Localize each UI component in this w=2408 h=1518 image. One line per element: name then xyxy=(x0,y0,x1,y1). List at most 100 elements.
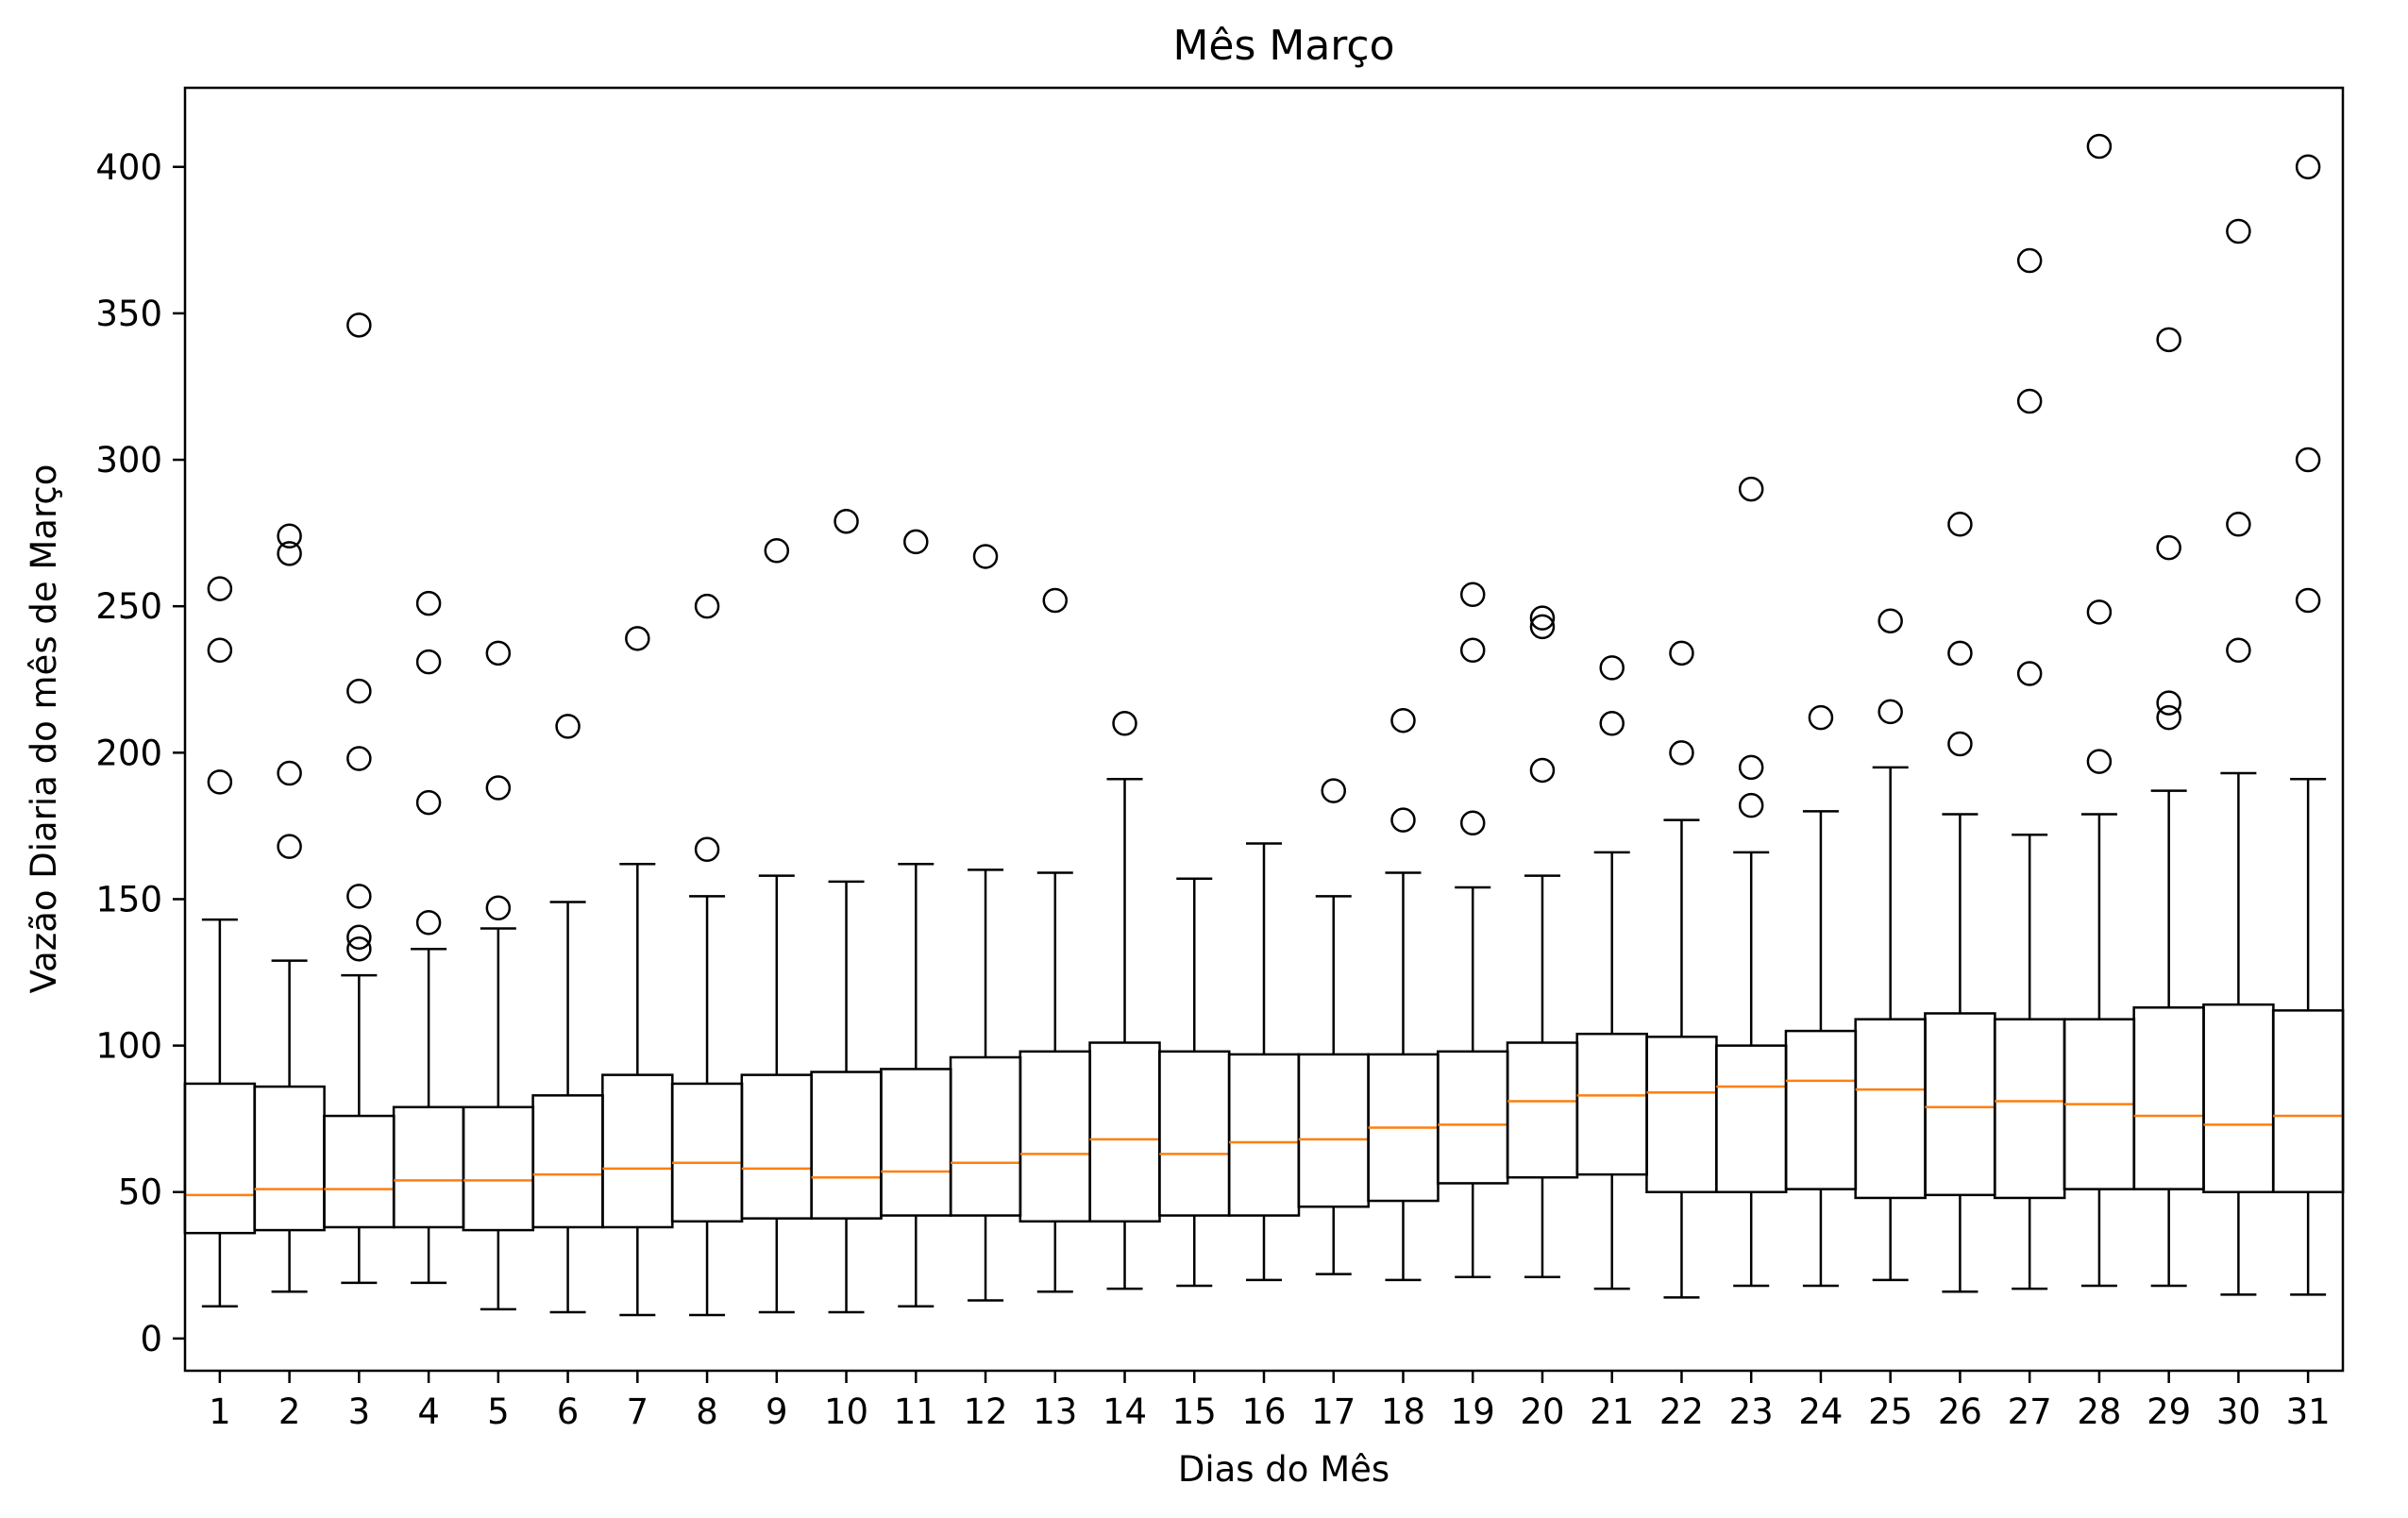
outlier-point xyxy=(1738,754,1764,781)
outlier-point xyxy=(1738,476,1764,502)
outlier-point xyxy=(485,775,512,801)
x-tick-label: 8 xyxy=(696,1392,718,1432)
outlier-point xyxy=(764,537,790,564)
outlier-point xyxy=(1459,637,1486,663)
outlier-point xyxy=(415,910,442,936)
outlier-point xyxy=(903,529,929,555)
outlier-point xyxy=(1599,655,1625,681)
chart-title: Mês Março xyxy=(1172,22,1394,70)
y-tick-label: 350 xyxy=(95,294,162,334)
plot-frame xyxy=(183,86,2345,1373)
outlier-point xyxy=(1529,605,1556,631)
outlier-point xyxy=(2016,661,2043,686)
outlier-point xyxy=(346,746,372,771)
x-tick-label: 5 xyxy=(487,1392,510,1432)
x-tick-label: 14 xyxy=(1103,1392,1147,1432)
outlier-point xyxy=(972,544,999,569)
outlier-point xyxy=(2226,218,2251,245)
x-tick-label: 4 xyxy=(417,1392,440,1432)
outlier-point xyxy=(2226,512,2251,537)
outlier-point xyxy=(277,760,302,786)
outlier-point xyxy=(2156,704,2181,731)
outlier-point xyxy=(2086,599,2113,625)
outlier-point xyxy=(694,836,720,862)
outlier-point xyxy=(346,936,372,962)
outlier-point xyxy=(1738,792,1764,818)
outlier-point xyxy=(625,626,650,651)
x-tick-label: 29 xyxy=(2147,1392,2191,1432)
outlier-point xyxy=(555,714,581,739)
outlier-point xyxy=(277,541,302,566)
x-tick-label: 13 xyxy=(1033,1392,1077,1432)
outlier-point xyxy=(1669,740,1694,766)
outlier-point xyxy=(1390,707,1416,734)
x-tick-label: 6 xyxy=(557,1392,580,1432)
outlier-point xyxy=(1878,608,1903,633)
y-tick-label: 150 xyxy=(95,879,162,919)
x-tick-label: 26 xyxy=(1938,1392,1982,1432)
x-tick-label: 21 xyxy=(1590,1392,1634,1432)
x-tick-label: 15 xyxy=(1172,1392,1217,1432)
outlier-point xyxy=(1669,640,1694,666)
outlier-point xyxy=(485,640,512,666)
x-tick-label: 23 xyxy=(1729,1392,1774,1432)
outlier-point xyxy=(1042,587,1069,614)
outlier-point xyxy=(346,312,372,338)
x-tick-label: 10 xyxy=(824,1392,868,1432)
outlier-point xyxy=(1808,704,1834,731)
outlier-point xyxy=(1947,512,1973,537)
outlier-point xyxy=(1878,699,1903,725)
outlier-point xyxy=(277,523,302,548)
x-tick-label: 1 xyxy=(209,1392,231,1432)
outlier-point xyxy=(415,590,442,616)
x-tick-label: 17 xyxy=(1311,1392,1356,1432)
x-tick-label: 3 xyxy=(348,1392,371,1432)
y-tick-label: 400 xyxy=(95,147,162,188)
y-axis-label: Vazão Diaria do mês de Março xyxy=(24,464,64,994)
outlier-point xyxy=(1529,757,1556,784)
outlier-point xyxy=(277,834,302,859)
outlier-point xyxy=(2156,327,2181,353)
outlier-point xyxy=(1599,711,1625,736)
x-tick-label: 20 xyxy=(1520,1392,1564,1432)
outlier-point xyxy=(346,924,372,951)
y-tick-label: 300 xyxy=(95,440,162,481)
x-tick-label: 25 xyxy=(1868,1392,1912,1432)
x-tick-label: 9 xyxy=(766,1392,788,1432)
outlier-point xyxy=(2156,690,2181,716)
outlier-point xyxy=(1390,807,1416,833)
outlier-point xyxy=(1112,711,1137,736)
x-tick-label: 28 xyxy=(2077,1392,2121,1432)
x-tick-label: 12 xyxy=(963,1392,1007,1432)
outlier-point xyxy=(207,769,233,795)
outlier-point xyxy=(1321,778,1346,803)
x-tick-label: 24 xyxy=(1798,1392,1843,1432)
outlier-point xyxy=(2086,133,2113,160)
x-tick-label: 27 xyxy=(2008,1392,2052,1432)
y-tick-label: 200 xyxy=(95,733,162,773)
outlier-point xyxy=(834,508,859,534)
outlier-point xyxy=(415,789,442,816)
x-tick-label: 31 xyxy=(2286,1392,2331,1432)
outlier-point xyxy=(2295,587,2321,614)
outlier-point xyxy=(207,576,233,601)
outlier-point xyxy=(415,649,442,675)
outlier-point xyxy=(1459,810,1486,836)
outlier-point xyxy=(2295,154,2321,180)
y-tick-label: 0 xyxy=(140,1319,162,1359)
x-tick-label: 18 xyxy=(1381,1392,1425,1432)
outlier-point xyxy=(2226,637,2251,663)
outlier-point xyxy=(694,593,720,619)
outlier-point xyxy=(2086,749,2113,774)
outlier-point xyxy=(2016,247,2043,274)
outlier-point xyxy=(2016,388,2043,414)
x-tick-label: 22 xyxy=(1659,1392,1704,1432)
x-tick-label: 2 xyxy=(278,1392,301,1432)
outlier-point xyxy=(346,678,372,704)
x-tick-label: 30 xyxy=(2216,1392,2261,1432)
x-tick-label: 19 xyxy=(1451,1392,1495,1432)
y-tick-label: 100 xyxy=(95,1026,162,1067)
